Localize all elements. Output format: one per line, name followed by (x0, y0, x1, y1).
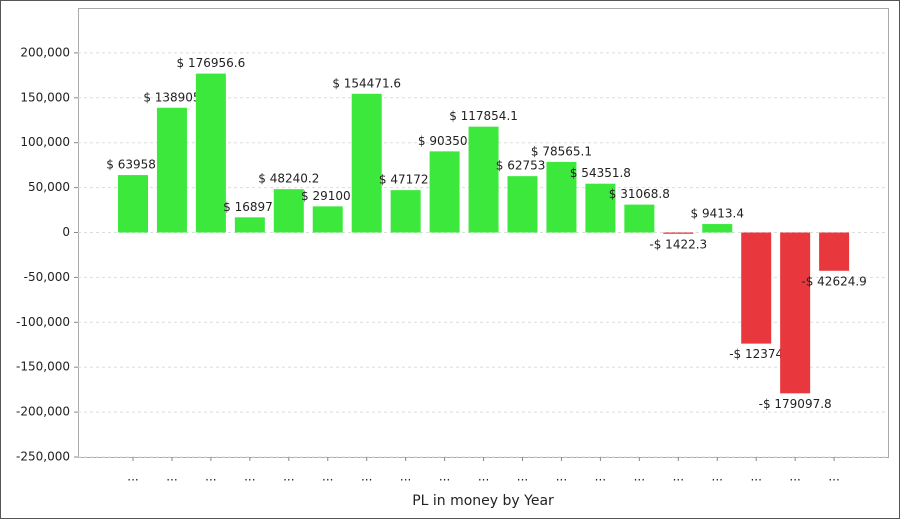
x-tick-label: ... (478, 470, 489, 484)
x-tick-label: ... (400, 470, 411, 484)
data-label: $ 54351.8 (570, 166, 631, 180)
y-tick-label: 0 (62, 225, 70, 239)
data-label: $ 47172. (379, 173, 432, 187)
x-tick-label: ... (750, 470, 761, 484)
data-label: $ 117854.1 (449, 109, 518, 123)
bar (624, 204, 655, 233)
data-label: -$ 12374 (729, 347, 783, 361)
bar (312, 206, 343, 233)
bar (118, 175, 148, 233)
bar (702, 224, 733, 233)
y-tick-label: -200,000 (16, 405, 70, 419)
bar (507, 176, 538, 233)
y-tick-label: -150,000 (16, 360, 70, 374)
data-label: $ 31068.8 (609, 187, 670, 201)
bar (819, 232, 850, 271)
bar (663, 232, 694, 234)
y-tick-label: 200,000 (20, 45, 70, 59)
bar (546, 161, 577, 233)
bar (780, 232, 811, 394)
data-label: $ 48240.2 (258, 172, 319, 186)
y-tick-label: -250,000 (16, 450, 70, 464)
x-tick-label: ... (439, 470, 450, 484)
y-tick-label: 150,000 (20, 90, 70, 104)
x-tick-label: ... (205, 470, 216, 484)
bar (741, 232, 772, 344)
x-tick-label: ... (595, 470, 606, 484)
data-label: $ 176956.6 (177, 56, 246, 70)
y-tick-label: 100,000 (20, 135, 70, 149)
data-label: $ 154471.6 (332, 76, 401, 90)
x-tick-label: ... (127, 470, 138, 484)
bar (195, 73, 226, 233)
data-label: $ 63958. (106, 158, 159, 172)
y-tick-label: -50,000 (24, 270, 70, 284)
data-label: $ 90350. (418, 134, 471, 148)
x-tick-label: ... (322, 470, 333, 484)
x-tick-label: ... (361, 470, 372, 484)
bar (429, 151, 460, 233)
x-tick-label: ... (283, 470, 294, 484)
bar (351, 93, 382, 233)
bar (585, 183, 616, 233)
data-label: -$ 1422.3 (649, 237, 707, 251)
data-label: -$ 179097.8 (759, 397, 832, 411)
x-tick-label: ... (712, 470, 723, 484)
data-label: $ 78565.1 (531, 144, 592, 158)
x-tick-label: ... (789, 470, 800, 484)
data-label: $ 62753. (496, 159, 549, 173)
y-tick-label: 50,000 (28, 180, 70, 194)
data-label: -$ 42624.9 (801, 274, 866, 288)
data-label: $ 29100. (301, 189, 354, 203)
data-label: $ 16897. (223, 200, 276, 214)
x-axis-title: PL in money by Year (412, 493, 554, 509)
x-tick-label: ... (166, 470, 177, 484)
bar (234, 217, 265, 233)
data-label: $ 9413.4 (691, 207, 744, 221)
x-tick-label: ... (244, 470, 255, 484)
bar (390, 190, 421, 233)
bar (273, 189, 304, 233)
x-tick-label: ... (673, 470, 684, 484)
x-tick-label: ... (556, 470, 567, 484)
x-tick-label: ... (828, 470, 839, 484)
bar (156, 107, 187, 233)
y-tick-label: -100,000 (16, 315, 70, 329)
x-tick-label: ... (517, 470, 528, 484)
data-label: $ 138905 (143, 90, 200, 104)
bar (468, 126, 499, 233)
x-tick-label: ... (634, 470, 645, 484)
